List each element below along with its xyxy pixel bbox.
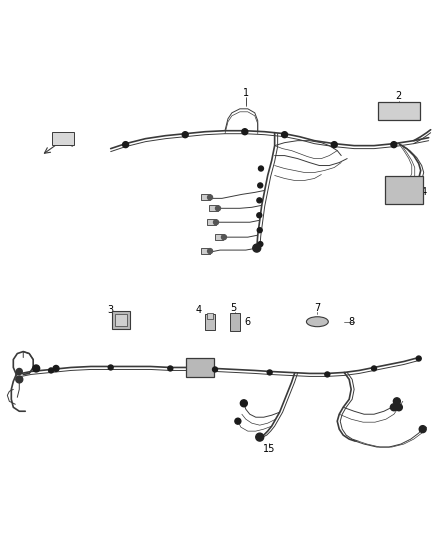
Circle shape xyxy=(371,366,377,371)
Circle shape xyxy=(256,198,261,203)
Text: 6: 6 xyxy=(245,317,251,327)
Bar xyxy=(378,102,420,120)
Bar xyxy=(207,313,213,319)
Bar xyxy=(215,234,223,240)
Circle shape xyxy=(215,206,220,211)
Circle shape xyxy=(257,228,262,233)
Text: 1: 1 xyxy=(243,88,249,98)
Circle shape xyxy=(390,404,397,411)
Bar xyxy=(112,311,130,329)
Circle shape xyxy=(240,400,247,407)
Bar xyxy=(115,314,127,326)
Circle shape xyxy=(208,195,212,200)
Circle shape xyxy=(256,166,261,171)
Circle shape xyxy=(49,368,53,373)
Circle shape xyxy=(256,183,261,188)
Circle shape xyxy=(53,366,59,372)
Circle shape xyxy=(331,142,337,148)
Circle shape xyxy=(16,368,22,375)
Bar xyxy=(385,176,423,204)
Circle shape xyxy=(33,365,40,372)
Circle shape xyxy=(391,142,397,148)
Circle shape xyxy=(214,220,219,225)
Bar xyxy=(208,205,218,211)
Circle shape xyxy=(212,367,218,372)
Circle shape xyxy=(253,244,261,252)
Bar xyxy=(207,219,215,225)
Circle shape xyxy=(419,426,426,433)
Circle shape xyxy=(168,366,173,371)
Bar xyxy=(205,314,215,330)
Circle shape xyxy=(182,132,188,138)
Text: 14: 14 xyxy=(416,188,428,197)
Text: 8: 8 xyxy=(348,317,354,327)
Circle shape xyxy=(282,132,288,138)
Bar xyxy=(201,195,209,200)
Circle shape xyxy=(208,248,212,254)
Circle shape xyxy=(416,356,421,361)
Bar xyxy=(201,248,209,254)
Circle shape xyxy=(396,404,403,411)
Bar xyxy=(52,132,74,145)
Circle shape xyxy=(257,241,262,247)
Circle shape xyxy=(242,129,248,135)
Circle shape xyxy=(393,398,400,405)
Circle shape xyxy=(256,433,264,441)
Text: 5: 5 xyxy=(230,303,236,313)
Circle shape xyxy=(108,365,113,370)
Circle shape xyxy=(16,376,23,383)
Text: 2: 2 xyxy=(396,91,402,101)
Circle shape xyxy=(267,370,272,375)
Text: 15: 15 xyxy=(262,444,275,454)
Text: 7: 7 xyxy=(314,303,321,313)
Circle shape xyxy=(123,142,129,148)
Circle shape xyxy=(325,372,330,377)
Bar xyxy=(186,358,214,377)
Circle shape xyxy=(222,235,226,240)
Bar xyxy=(230,313,240,330)
Text: 3: 3 xyxy=(108,305,114,315)
Text: 4: 4 xyxy=(195,305,201,315)
Circle shape xyxy=(259,213,264,218)
Circle shape xyxy=(235,418,241,424)
Ellipse shape xyxy=(307,317,328,327)
